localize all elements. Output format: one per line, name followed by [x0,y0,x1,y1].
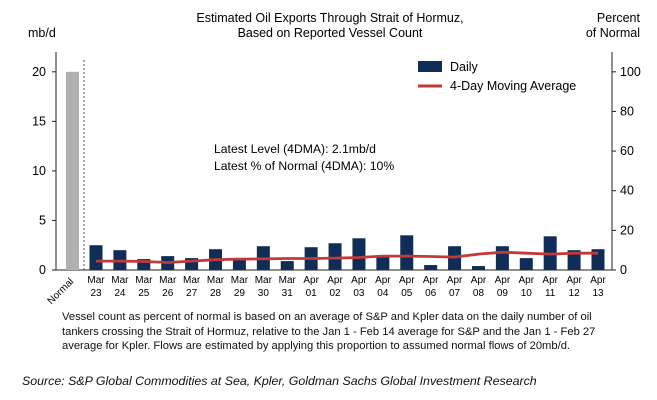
x-tick-label-day: 12 [569,288,581,299]
x-tick-label-month: Apr [399,275,415,286]
legend-daily-swatch [418,61,442,72]
x-tick-label-month: Mar [231,275,249,286]
x-tick-label-day: 08 [473,288,485,299]
annotation-latest-percent: Latest % of Normal (4DMA): 10% [214,159,394,173]
oil-exports-chart: Estimated Oil Exports Through Strait of … [28,11,641,307]
x-tick-label-month: Apr [303,275,319,286]
x-tick-label-month: Mar [87,275,105,286]
bar-daily [471,266,485,270]
right-tick-label: 40 [620,184,634,198]
left-tick-label: 0 [39,263,46,277]
bar-normal [66,71,79,271]
annotation-latest-level: Latest Level (4DMA): 2.1mb/d [214,142,376,156]
right-tick-label: 60 [620,144,634,158]
bar-daily [89,245,103,270]
bar-daily [495,246,509,270]
left-axis-ticks: 0 5 10 15 20 [32,65,56,277]
moving-average-line-group [96,250,598,264]
right-tick-label: 100 [620,65,641,79]
left-tick-label: 15 [32,114,46,128]
x-tick-label-month: Apr [542,275,558,286]
x-tick-label-day: 06 [425,288,437,299]
x-tick-label-month: Apr [351,275,367,286]
x-tick-label-month: Mar [255,275,273,286]
right-axis-label-line-1: Percent [597,11,641,25]
x-tick-label-day: 13 [592,288,604,299]
legend-4dma-label: 4-Day Moving Average [450,79,576,93]
x-tick-label-day: 07 [449,288,461,299]
chart-title-line-2: Based on Reported Vessel Count [238,26,423,40]
x-tick-label-day: 04 [377,288,389,299]
x-tick-label-day: 03 [353,288,365,299]
bar-daily [185,258,199,270]
right-tick-label: 80 [620,104,634,118]
x-tick-label-day: 09 [497,288,509,299]
x-tick-label-day: 01 [306,288,318,299]
bar-daily [567,250,581,270]
line-4dma [96,250,598,264]
bar-daily [328,243,342,270]
x-tick-label-month: Apr [590,275,606,286]
right-tick-label: 20 [620,223,634,237]
x-tick-label-month: Mar [159,275,177,286]
left-tick-label: 20 [32,65,46,79]
x-tick-label-day: 28 [210,288,222,299]
left-tick-label: 5 [39,213,46,227]
left-axis-label: mb/d [28,26,56,40]
right-axis-ticks: 0 20 40 60 80 100 [612,65,641,277]
bar-daily [424,265,438,270]
x-tick-label-month: Apr [447,275,463,286]
x-tick-label-month: Apr [423,275,439,286]
x-tick-label-month: Mar [135,275,153,286]
x-tick-label-month: Apr [327,275,343,286]
x-tick-label-month: Apr [495,275,511,286]
bar-daily [352,238,366,270]
x-tick-label-day: 26 [162,288,174,299]
x-tick-label-day: 05 [401,288,413,299]
bar-daily [400,235,414,270]
chart-title-line-1: Estimated Oil Exports Through Strait of … [196,11,463,25]
x-tick-label-month: Apr [375,275,391,286]
bar-daily [519,258,533,270]
x-tick-label-day: 23 [90,288,102,299]
left-tick-label: 10 [32,164,46,178]
right-tick-label: 0 [620,263,627,277]
legend-daily-label: Daily [450,60,479,74]
right-axis-label-line-2: of Normal [586,26,640,40]
x-tick-label-day: 29 [234,288,246,299]
x-axis-tick-labels: Mar 23 Mar 24 Mar 25 Mar 26 Mar 27 Mar 28 Mar 29 Mar 30… [87,275,606,299]
bar-daily [137,259,151,270]
bar-daily [280,261,294,270]
x-tick-label-day: 30 [258,288,270,299]
x-tick-label-month: Apr [471,275,487,286]
x-tick-label-month: Mar [207,275,225,286]
x-tick-label-day: 31 [282,288,294,299]
x-tick-label-month: Apr [519,275,535,286]
x-tick-label-day: 27 [186,288,198,299]
x-tick-label-month: Mar [183,275,201,286]
x-tick-label-month: Apr [566,275,582,286]
x-tick-label-day: 11 [545,288,556,299]
x-tick-label-month: Mar [279,275,297,286]
x-tick-label-month: Mar [111,275,129,286]
x-tick-label-day: 25 [138,288,150,299]
legend: Daily 4-Day Moving Average [418,60,576,93]
x-tick-label-day: 24 [114,288,126,299]
source-note: Source: S&P Global Commodities at Sea, K… [22,374,537,388]
chart-footnote: Vessel count as percent of normal is bas… [62,311,596,352]
x-tick-label-day: 02 [329,288,341,299]
bar-daily [376,256,390,270]
bar-daily [232,260,246,270]
x-tick-label-day: 10 [521,288,533,299]
x-tick-label-normal: Normal [46,276,77,307]
